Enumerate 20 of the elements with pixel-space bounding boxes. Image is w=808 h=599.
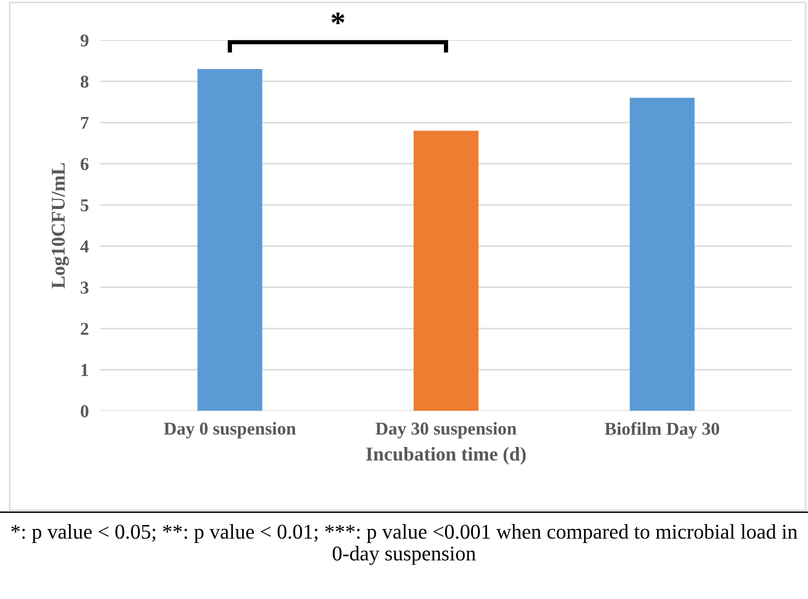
y-tick-label: 7 [81, 116, 89, 129]
x-tick-label: Day 0 suspension [164, 422, 296, 438]
bar [630, 98, 695, 411]
text: * [332, 12, 344, 24]
x-axis-title: Incubation time (d) [366, 446, 526, 465]
y-tick-label: 1 [82, 364, 88, 376]
x-tick-label: Day 30 suspension [376, 422, 516, 438]
y-tick-label: 0 [80, 405, 88, 418]
y-tick-label: 8 [80, 76, 88, 88]
bar [197, 68, 262, 411]
y-tick-label: 3 [80, 282, 88, 294]
bar [414, 130, 478, 411]
text: *: p value < 0.05; **: p value < 0.01; ***: p value <0.001 when compared to microbial load in 0-day suspension [11, 524, 798, 565]
y-tick-label: 5 [80, 199, 88, 212]
y-tick-label: 9 [80, 34, 88, 47]
y-tick-label: 4 [80, 240, 89, 252]
y-tick-label: 6 [80, 158, 89, 170]
x-tick-label: Biofilm Day 30 [604, 422, 720, 439]
y-tick-label: 2 [80, 322, 88, 335]
y-axis-title: Log10CFU/mL [52, 163, 69, 288]
